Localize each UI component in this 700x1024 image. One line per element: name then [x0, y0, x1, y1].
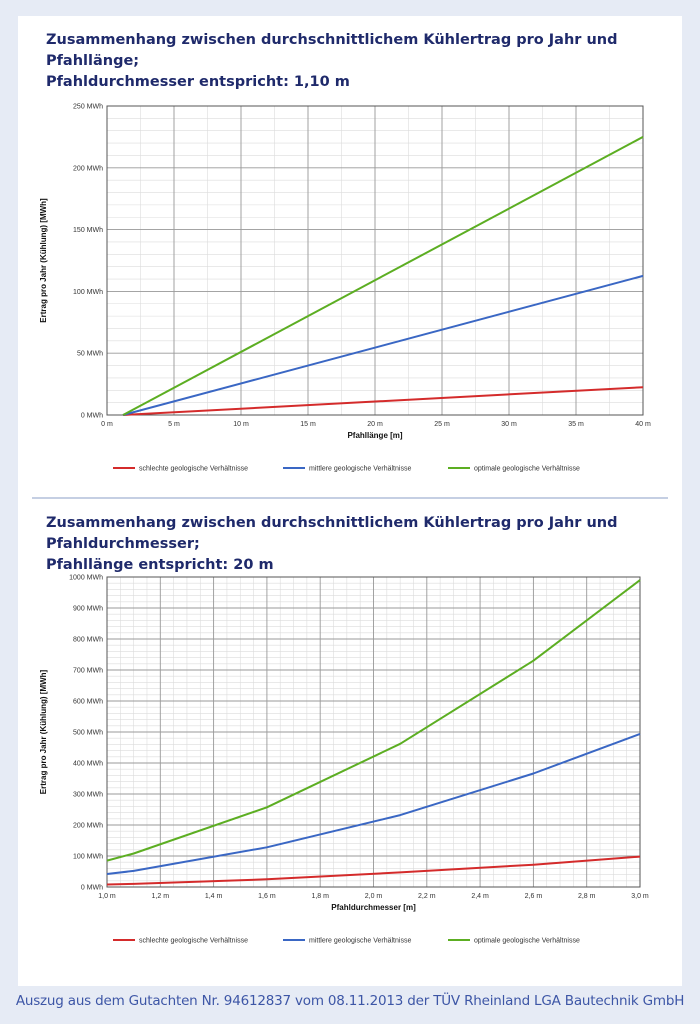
chart2-x-tick-label: 2,2 m — [418, 893, 436, 900]
chart2-series-line-2 — [106, 732, 641, 875]
chart1-title: Zusammenhang zwischen durchschnittlichem… — [46, 30, 682, 93]
chart2-x-tick-label: 2,8 m — [578, 893, 596, 900]
chart1-legend-label-3: optimale geologische Verhältnisse — [474, 466, 580, 473]
chart2-pfahldurchmesser: 0 MWh 100 MWh 200 MWh 300 MWh 400 MWh 500 MWh… — [39, 575, 649, 945]
chart1-title-line: Zusammenhang zwischen durchschnittlichem… — [46, 32, 618, 69]
chart1-subtitle-line: Pfahldurchmesser entspricht: 1,10 m — [46, 74, 350, 90]
chart2-x-tick-label: 1,6 m — [258, 893, 276, 900]
chart2-y-tick-label: 100 MWh — [73, 854, 103, 861]
chart1-y-axis-label: Ertrag pro Jahr (Kühlung) [MWh] — [39, 198, 48, 323]
chart1-x-tick-label: 20 m — [367, 421, 383, 428]
chart1-series-line-1 — [123, 386, 644, 416]
chart1-y-tick-label: 50 MWh — [77, 351, 103, 358]
chart1-x-tick-label: 40 m — [635, 421, 651, 428]
chart1-y-tick-label: 250 MWh — [73, 104, 103, 111]
chart1-x-tick-label: 10 m — [233, 421, 249, 428]
chart1-legend-label-2: mittlere geologische Verhältnisse — [309, 466, 411, 473]
chart2-x-tick-label: 2,0 m — [365, 893, 383, 900]
chart2-series-line-3 — [106, 579, 641, 862]
chart1-y-tick-label: 100 MWh — [73, 289, 103, 296]
chart1-x-axis-label: Pfahllänge [m] — [347, 431, 402, 440]
chart2-y-tick-label: 800 MWh — [73, 637, 103, 644]
chart2-y-tick-label: 700 MWh — [73, 668, 103, 675]
chart2-x-tick-label: 2,6 m — [525, 893, 543, 900]
source-footer: Auszug aus dem Gutachten Nr. 94612837 vo… — [15, 993, 685, 1009]
chart2-x-tick-label: 1,4 m — [205, 893, 223, 900]
chart1-x-tick-label: 25 m — [434, 421, 450, 428]
chart2-series-line-1 — [106, 855, 641, 886]
chart1-major-grid — [106, 105, 644, 416]
chart1-legend-label-1: schlechte geologische Verhältnisse — [139, 466, 248, 473]
chart2-y-tick-label: 500 MWh — [73, 730, 103, 737]
chart2-title: Zusammenhang zwischen durchschnittlichem… — [46, 513, 682, 576]
chart2-y-tick-label: 200 MWh — [73, 823, 103, 830]
chart2-y-tick-label: 600 MWh — [73, 699, 103, 706]
chart2-y-tick-label: 900 MWh — [73, 606, 103, 613]
chart1-y-tick-label: 200 MWh — [73, 165, 103, 172]
chart1-x-tick-label: 15 m — [300, 421, 316, 428]
chart1-y-tick-label: 150 MWh — [73, 227, 103, 234]
chart2-y-tick-label: 300 MWh — [73, 792, 103, 799]
chart1-series-line-2 — [122, 274, 644, 416]
chart2-y-tick-label: 0 MWh — [81, 885, 103, 892]
chart2-x-axis-label: Pfahldurchmesser [m] — [331, 903, 416, 912]
chart2-x-tick-label: 2,4 m — [471, 893, 489, 900]
chart1-x-tick-label: 0 m — [101, 421, 113, 428]
chart2-x-tick-label: 1,2 m — [152, 893, 170, 900]
chart2-legend-label-2: mittlere geologische Verhältnisse — [309, 938, 411, 945]
chart2-x-tick-label: 3,0 m — [631, 893, 649, 900]
chart1-x-tick-label: 35 m — [568, 421, 584, 428]
chart2-y-axis-label: Ertrag pro Jahr (Kühlung) [MWh] — [39, 669, 48, 794]
section-divider — [32, 497, 668, 499]
chart2-plot-frame — [106, 576, 641, 888]
chart1-pfahllaenge: 0 MWh 50 MWh 100 MWh 150 MWh 200 MWh 250 MWh 0… — [39, 104, 651, 473]
chart1-x-tick-label: 5 m — [168, 421, 180, 428]
report-panel: Zusammenhang zwischen durchschnittlichem… — [18, 16, 682, 986]
chart1-x-tick-label: 30 m — [501, 421, 517, 428]
chart2-x-tick-label: 1,0 m — [98, 893, 116, 900]
chart2-legend-label-1: schlechte geologische Verhältnisse — [139, 938, 248, 945]
chart1-plot-frame — [106, 105, 644, 416]
chart1-series-line-3 — [122, 136, 644, 416]
chart2-subtitle-line: Pfahllänge entspricht: 20 m — [46, 557, 274, 573]
chart2-title-line: Zusammenhang zwischen durchschnittlichem… — [46, 515, 618, 552]
chart2-y-tick-label: 400 MWh — [73, 761, 103, 768]
chart1-y-tick-label: 0 MWh — [81, 413, 103, 420]
chart2-y-tick-label: 1000 MWh — [69, 575, 103, 582]
chart2-x-tick-label: 1,8 m — [311, 893, 329, 900]
chart2-legend-label-3: optimale geologische Verhältnisse — [474, 938, 580, 945]
